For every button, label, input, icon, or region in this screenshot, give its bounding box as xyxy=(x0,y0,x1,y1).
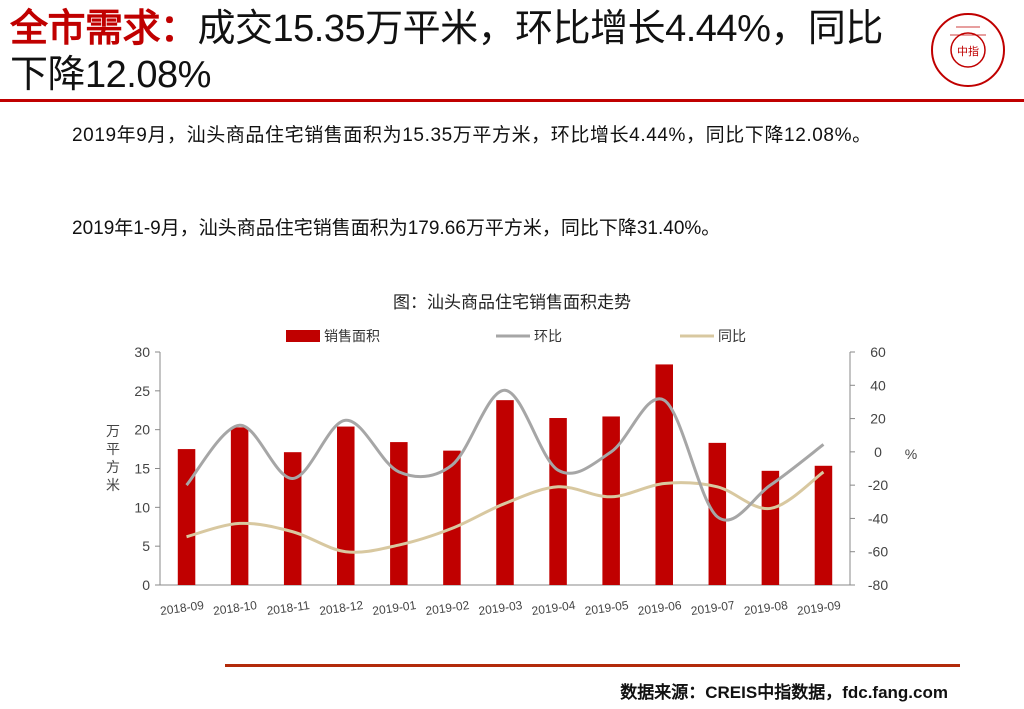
y-axis-label-char: 米 xyxy=(106,477,120,493)
paragraph-monthly: 2019年9月，汕头商品住宅销售面积为15.35万平方米，环比增长4.44%，同… xyxy=(72,125,872,146)
bar-sales-area xyxy=(602,416,620,585)
bar-sales-area xyxy=(814,465,833,585)
y-tick-label: 15 xyxy=(134,461,150,477)
y2-tick-label: -40 xyxy=(868,510,888,526)
title-divider xyxy=(0,99,1024,102)
data-source: 数据来源：CREIS中指数据，fdc.fang.com xyxy=(620,683,948,702)
slide-title-text: 成交15.35万平米，环比增长4.44%，同比下降12.08% xyxy=(10,8,883,96)
y-tick-label: 0 xyxy=(142,577,150,593)
y-tick-label: 20 xyxy=(134,422,150,438)
bar-sales-area xyxy=(283,452,302,585)
chart-title: 图：汕头商品住宅销售面积走势 xyxy=(393,293,631,312)
legend-swatch-sales-area xyxy=(286,330,320,342)
x-tick-label: 2019-03 xyxy=(478,598,524,618)
x-tick-label: 2018-11 xyxy=(266,598,311,618)
x-tick-label: 2018-12 xyxy=(318,598,364,618)
bar-sales-area xyxy=(390,442,408,585)
bar-sales-area xyxy=(761,470,780,585)
y-axis-label-char: 平 xyxy=(106,441,120,457)
y2-tick-label: 20 xyxy=(870,411,886,427)
x-tick-label: 2018-09 xyxy=(159,598,205,618)
x-tick-label: 2018-10 xyxy=(212,598,258,618)
bar-sales-area xyxy=(655,364,673,585)
bar-sales-area xyxy=(496,400,514,585)
paragraph-ytd: 2019年1-9月，汕头商品住宅销售面积为179.66万平方米，同比下降31.4… xyxy=(72,218,721,239)
y-axis-label-char: 方 xyxy=(106,459,120,475)
line-yoy xyxy=(186,470,825,554)
bar-sales-area xyxy=(177,449,196,585)
y-tick-label: 25 xyxy=(134,383,150,399)
x-tick-label: 2019-04 xyxy=(531,598,577,618)
x-tick-label: 2019-01 xyxy=(372,598,418,618)
legend-label: 销售面积 xyxy=(324,328,380,344)
bar-sales-area xyxy=(443,450,461,585)
bar-sales-area xyxy=(549,418,567,585)
china-index-academy-logo: 中指 xyxy=(931,13,1005,87)
bar-sales-area xyxy=(230,427,249,585)
x-tick-label: 2019-08 xyxy=(743,598,789,618)
bar-sales-area xyxy=(708,442,727,585)
y2-tick-label: 0 xyxy=(874,444,882,460)
seal-icon xyxy=(931,13,1005,87)
x-tick-label: 2019-05 xyxy=(584,598,630,618)
line-mom xyxy=(185,388,825,522)
bar-sales-area xyxy=(337,426,355,585)
x-tick-label: 2019-07 xyxy=(690,598,736,618)
y2-axis-label: % xyxy=(905,446,917,462)
x-tick-label: 2019-09 xyxy=(796,598,842,618)
y-axis-label-char: 万 xyxy=(106,423,120,439)
y-tick-label: 5 xyxy=(142,538,150,554)
legend-label: 环比 xyxy=(534,328,562,344)
slide-title-accent: 全市需求： xyxy=(10,8,198,50)
y2-tick-label: 40 xyxy=(870,377,886,393)
y2-tick-label: -20 xyxy=(868,477,888,493)
y-tick-label: 30 xyxy=(134,344,150,360)
logo-center-text: 中指 xyxy=(957,44,979,58)
y2-tick-label: -80 xyxy=(868,577,888,593)
y2-tick-label: -60 xyxy=(868,544,888,560)
legend-label: 同比 xyxy=(718,328,746,344)
x-tick-label: 2019-02 xyxy=(425,598,471,618)
x-tick-label: 2019-06 xyxy=(637,598,683,618)
y2-tick-label: 60 xyxy=(870,344,886,360)
y-tick-label: 10 xyxy=(134,499,150,515)
slide-title: 全市需求：成交15.35万平米，环比增长4.44%，同比下降12.08% xyxy=(10,6,910,98)
footer-divider xyxy=(225,664,960,667)
